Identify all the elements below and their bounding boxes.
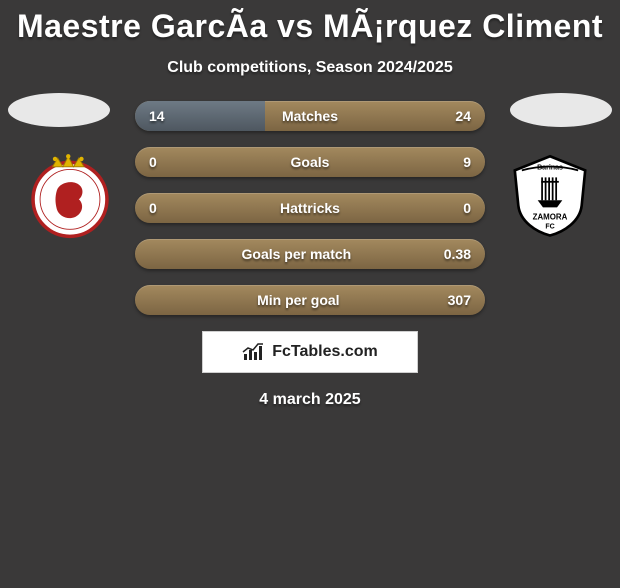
page-title: Maestre GarcÃ­a vs MÃ¡rquez Climent — [0, 8, 620, 45]
fctables-chart-icon — [242, 342, 266, 362]
date-text: 4 march 2025 — [0, 391, 620, 409]
stat-label: Matches — [282, 108, 338, 124]
stat-row: Goals per match 0.38 — [135, 239, 485, 269]
zamora-crest-icon: Barinas ZAMORA FC — [506, 151, 594, 239]
club-badge-left — [20, 151, 120, 239]
player-left-photo-placeholder — [8, 93, 110, 127]
leonesa-crest-icon — [26, 151, 114, 239]
stat-label: Goals — [291, 154, 330, 170]
stat-right-value: 9 — [463, 154, 471, 170]
stat-right-value: 24 — [455, 108, 471, 124]
svg-text:FC: FC — [545, 223, 554, 230]
comparison-area: Barinas ZAMORA FC 14 Matches 24 0 Goals … — [0, 101, 620, 373]
stat-right-value: 307 — [448, 292, 471, 308]
stats-list: 14 Matches 24 0 Goals 9 0 Hattricks 0 Go… — [135, 101, 485, 315]
stat-row: 0 Goals 9 — [135, 147, 485, 177]
stat-left-value: 14 — [149, 108, 165, 124]
svg-text:ZAMORA: ZAMORA — [533, 213, 568, 222]
page-subtitle: Club competitions, Season 2024/2025 — [0, 59, 620, 77]
stat-label: Min per goal — [257, 292, 339, 308]
fctables-branding[interactable]: FcTables.com — [202, 331, 418, 373]
stat-right-value: 0 — [463, 200, 471, 216]
stat-left-value: 0 — [149, 200, 157, 216]
stat-right-value: 0.38 — [444, 246, 471, 262]
stat-left-value: 0 — [149, 154, 157, 170]
svg-text:Barinas: Barinas — [537, 164, 563, 171]
fctables-label: FcTables.com — [272, 343, 378, 361]
stat-row: 0 Hattricks 0 — [135, 193, 485, 223]
club-badge-right: Barinas ZAMORA FC — [500, 151, 600, 239]
stat-row: 14 Matches 24 — [135, 101, 485, 131]
stat-row: Min per goal 307 — [135, 285, 485, 315]
stat-label: Hattricks — [280, 200, 340, 216]
stat-label: Goals per match — [242, 246, 352, 262]
player-right-photo-placeholder — [510, 93, 612, 127]
